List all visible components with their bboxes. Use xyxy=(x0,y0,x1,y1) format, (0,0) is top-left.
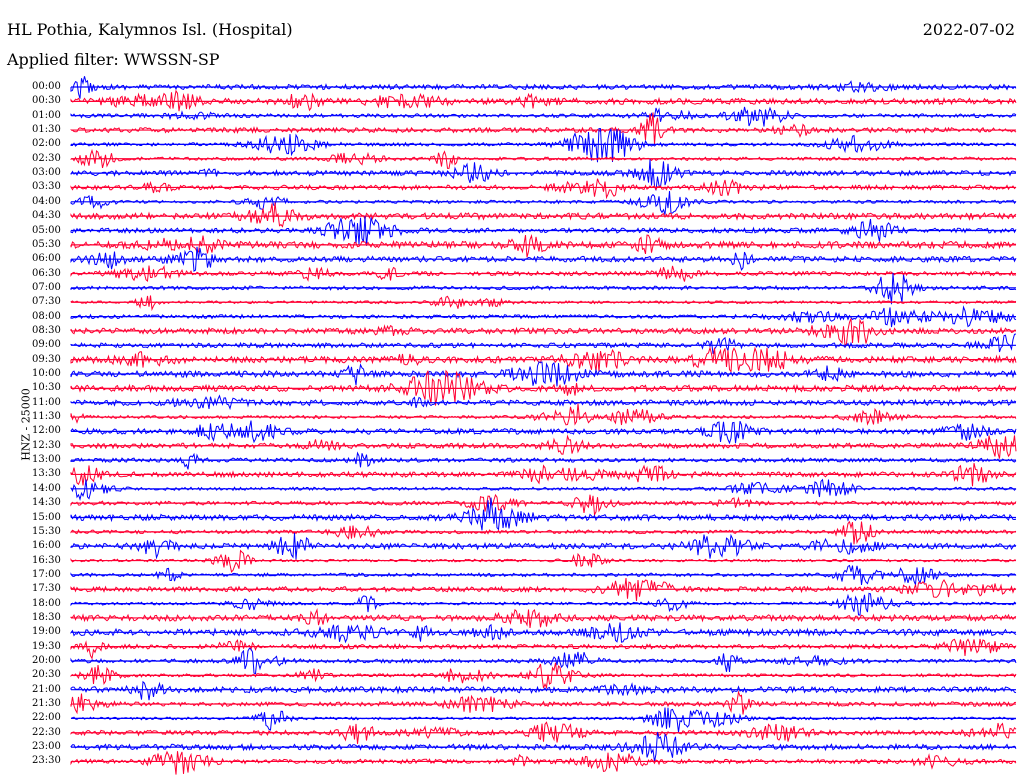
time-label: 00:00 xyxy=(32,81,61,92)
time-label: 19:00 xyxy=(32,626,61,638)
trace-line xyxy=(70,690,1017,715)
time-label: 20:00 xyxy=(32,655,61,666)
trace-line xyxy=(70,202,1017,228)
time-label: 16:00 xyxy=(32,540,61,552)
date-label: 2022-07-02 xyxy=(922,20,1015,39)
trace-line xyxy=(70,493,1017,517)
trace-line xyxy=(70,246,1017,272)
trace-line xyxy=(70,750,1017,775)
time-label: 01:00 xyxy=(32,109,61,121)
trace-line xyxy=(70,178,1017,200)
trace-line xyxy=(70,403,1017,426)
time-label: 02:00 xyxy=(32,138,61,150)
trace-line xyxy=(70,592,1017,616)
time-label: 09:00 xyxy=(32,339,61,351)
trace-line xyxy=(70,638,1017,660)
time-label: 14:00 xyxy=(32,482,61,494)
trace-line xyxy=(70,361,1017,387)
time-label: 16:30 xyxy=(32,554,61,566)
trace-line xyxy=(70,333,1017,354)
time-label: 14:30 xyxy=(32,497,61,509)
time-label: 13:30 xyxy=(32,468,61,480)
time-label: 10:00 xyxy=(32,368,61,379)
trace-line xyxy=(70,549,1017,573)
station-title: HL Pothia, Kalymnos Isl. (Hospital) xyxy=(7,20,293,39)
trace-line xyxy=(70,318,1017,347)
trace-line xyxy=(70,622,1017,644)
time-label: 09:30 xyxy=(32,353,61,365)
trace-line xyxy=(70,462,1017,487)
trace-line xyxy=(70,191,1017,215)
time-label: 01:30 xyxy=(32,124,61,136)
trace-line xyxy=(70,608,1017,628)
time-label: 23:30 xyxy=(32,755,61,767)
time-label: 15:30 xyxy=(32,525,61,537)
time-label: 11:00 xyxy=(32,396,61,408)
time-label: 00:30 xyxy=(32,95,61,107)
time-label: 05:30 xyxy=(32,238,61,250)
trace-line xyxy=(70,272,1017,305)
time-label: 04:00 xyxy=(32,195,61,207)
time-label: 07:30 xyxy=(32,296,61,308)
trace-line xyxy=(70,451,1017,470)
time-label: 07:00 xyxy=(32,281,61,293)
time-label: 22:00 xyxy=(32,712,61,724)
time-label: 03:00 xyxy=(32,167,61,179)
time-label: 17:00 xyxy=(32,568,61,580)
time-label: 21:00 xyxy=(32,683,61,695)
time-label: 18:30 xyxy=(32,611,61,623)
time-label: 03:30 xyxy=(32,181,61,193)
trace-line xyxy=(70,112,1017,145)
time-label: 06:30 xyxy=(32,267,61,279)
trace-line xyxy=(70,346,1017,373)
time-label: 04:30 xyxy=(32,210,61,222)
time-label: 08:00 xyxy=(32,310,61,322)
time-label: 17:30 xyxy=(32,583,61,595)
trace-line xyxy=(70,148,1017,169)
time-label: 23:00 xyxy=(32,741,61,753)
filter-label: Applied filter: WWSSN-SP xyxy=(7,50,220,69)
time-label: 18:00 xyxy=(32,597,61,609)
time-label: 20:30 xyxy=(32,669,61,681)
trace-line xyxy=(70,159,1017,191)
time-label: 22:30 xyxy=(32,726,61,738)
time-label: 10:30 xyxy=(32,382,61,394)
time-label: 11:30 xyxy=(32,411,61,423)
trace-line xyxy=(70,106,1017,127)
trace-line xyxy=(70,520,1017,545)
time-label: 05:00 xyxy=(32,224,61,236)
time-label: 06:00 xyxy=(32,253,61,265)
time-label: 13:00 xyxy=(32,454,61,466)
time-label: 15:00 xyxy=(32,511,61,523)
time-label: 08:30 xyxy=(32,324,61,336)
trace-line xyxy=(70,233,1017,258)
time-label: 12:30 xyxy=(32,439,61,451)
time-label: 19:30 xyxy=(32,640,61,652)
trace-line xyxy=(70,707,1017,733)
time-label: 12:00 xyxy=(32,425,61,437)
time-label: 21:30 xyxy=(32,698,61,710)
trace-line xyxy=(70,731,1017,762)
trace-line xyxy=(70,127,1017,163)
time-label: 02:30 xyxy=(32,152,61,164)
